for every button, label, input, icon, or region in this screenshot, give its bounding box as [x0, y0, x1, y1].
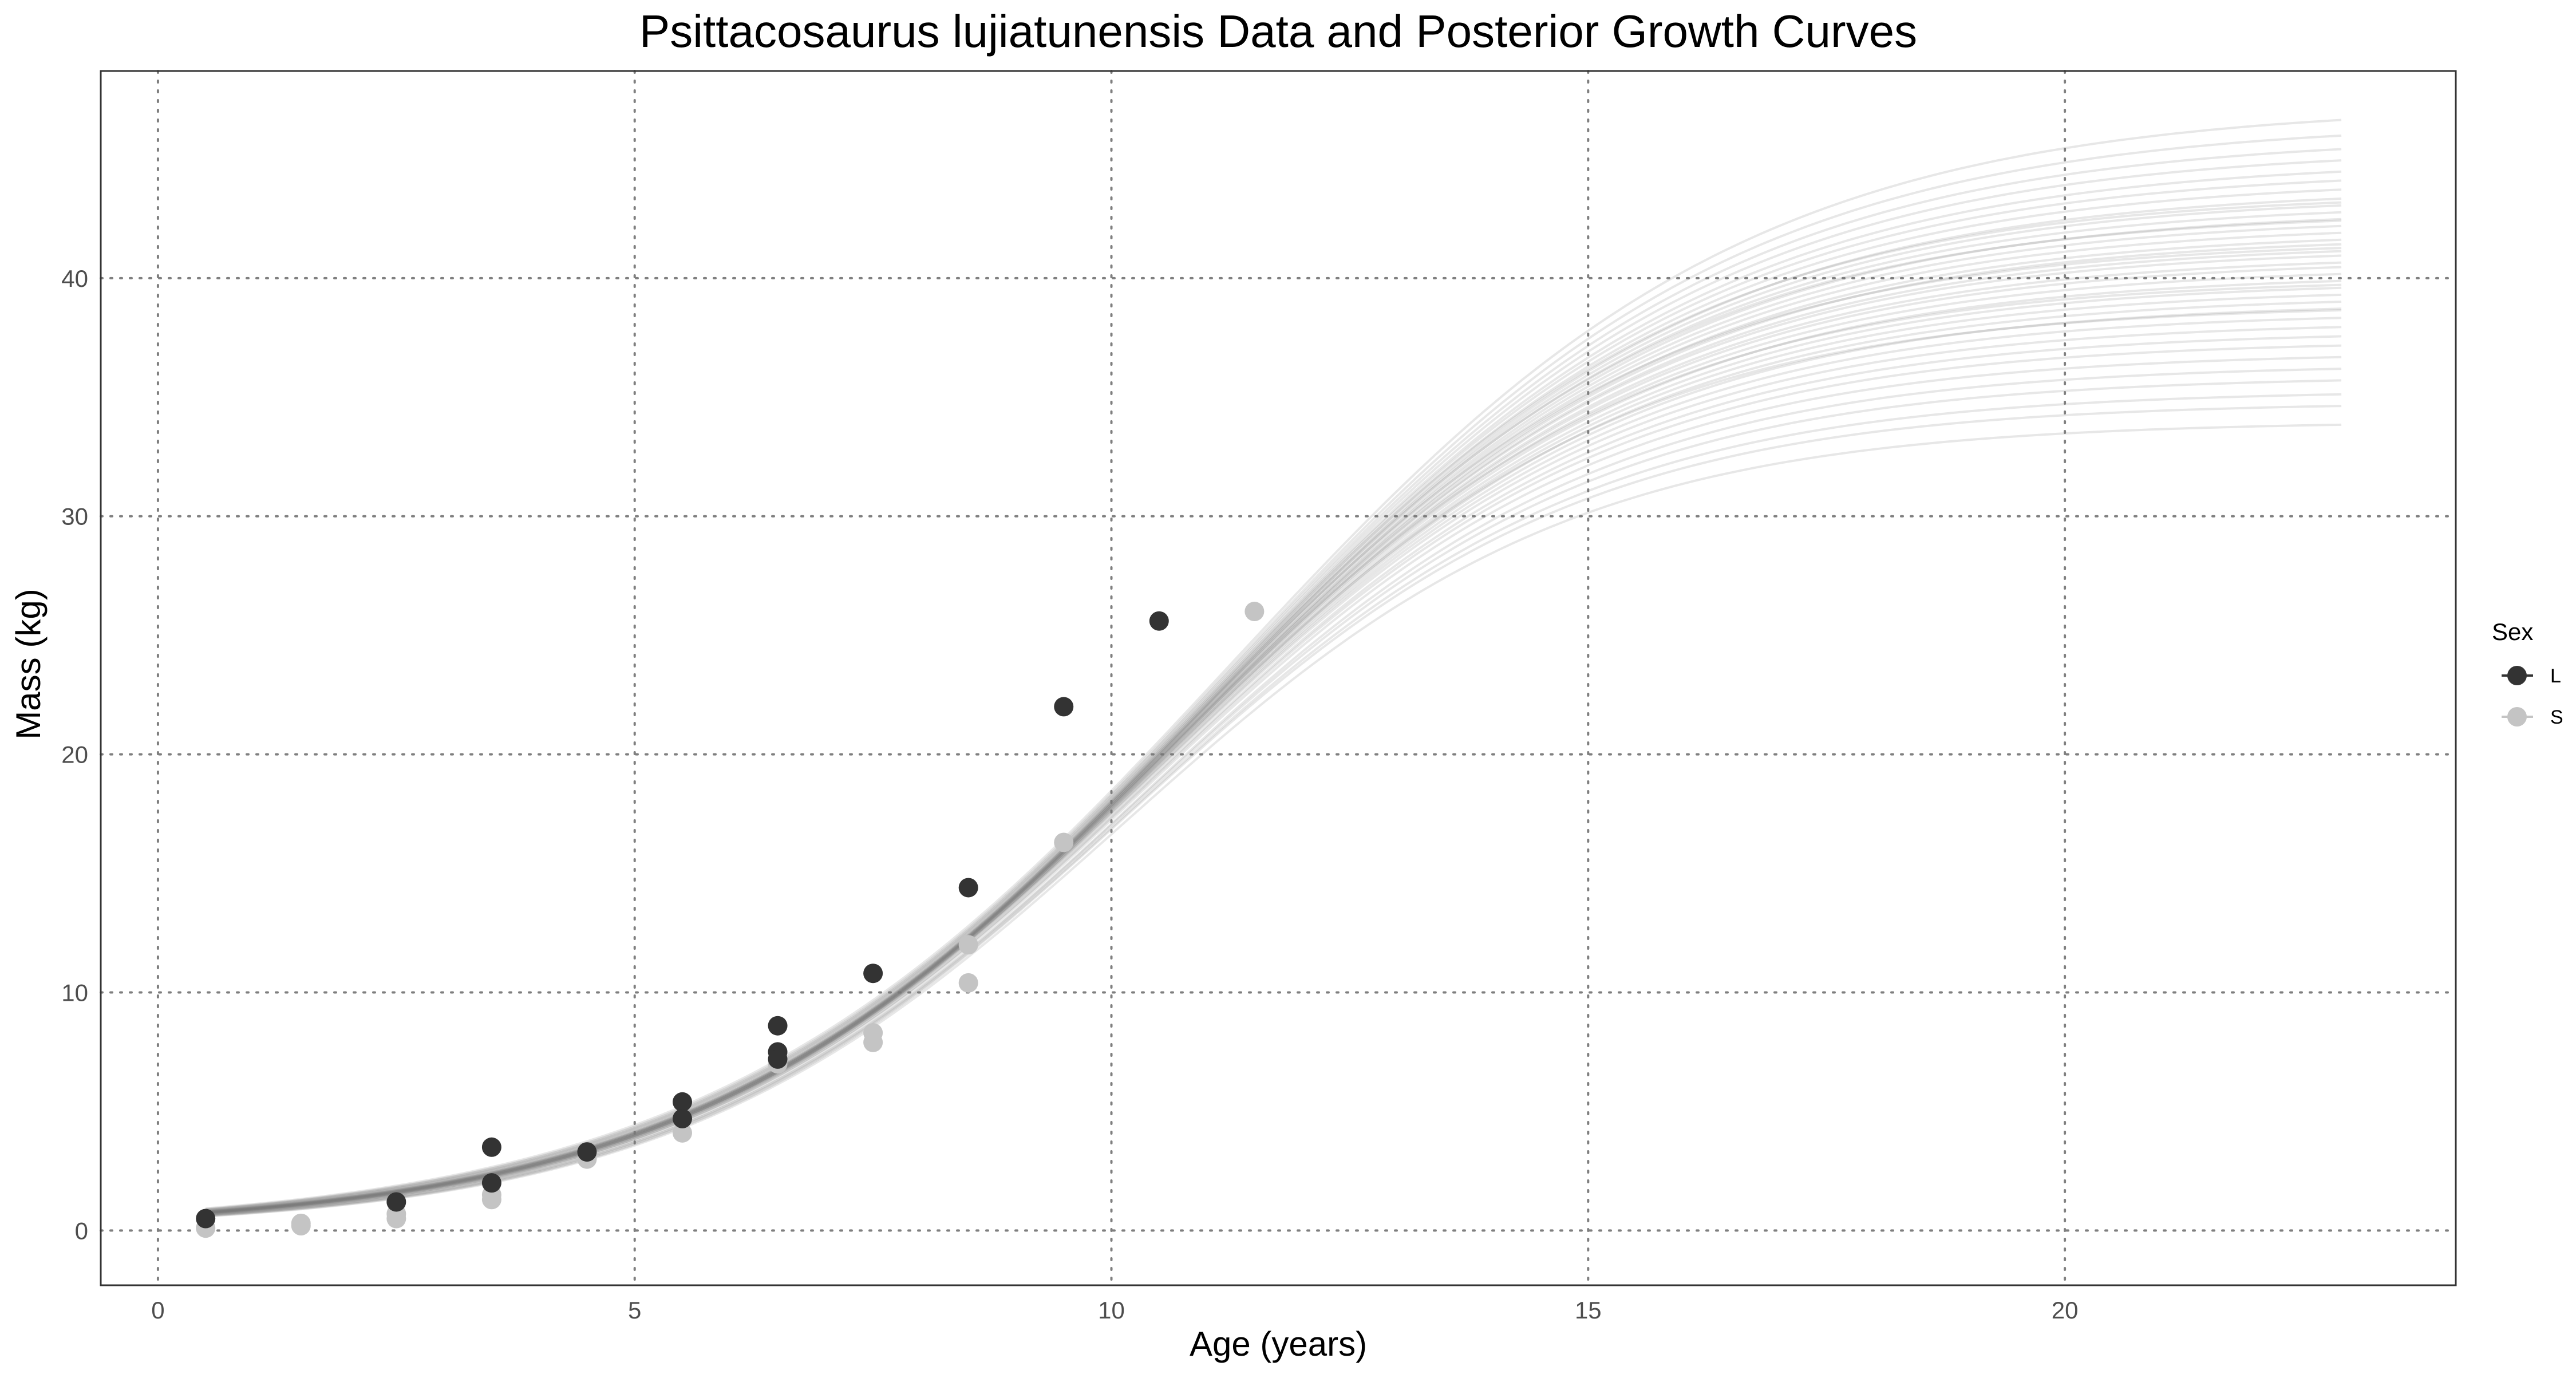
x-tick-label: 5	[628, 1297, 641, 1324]
plot-panel-border	[100, 70, 2457, 1286]
posterior-curve	[206, 344, 2342, 1216]
y-axis-title: Mass (kg)	[9, 589, 48, 739]
posterior-curve	[206, 219, 2342, 1214]
posterior-curve	[206, 238, 2342, 1213]
legend-key-point	[2507, 666, 2527, 685]
posterior-curve	[206, 134, 2342, 1210]
posterior-curve	[206, 201, 2342, 1214]
posterior-curve	[206, 159, 2342, 1211]
legend-title: Sex	[2492, 618, 2533, 645]
x-tick-label: 10	[1098, 1297, 1125, 1324]
data-point-s	[291, 1213, 311, 1233]
posterior-curve	[206, 309, 2342, 1216]
data-point-l	[768, 1016, 788, 1036]
posterior-curve	[206, 224, 2342, 1213]
posterior-curve	[206, 379, 2342, 1217]
legend-key-point	[2507, 707, 2527, 727]
data-point-l	[1054, 697, 1074, 717]
posterior-curve	[206, 393, 2342, 1217]
posterior-curves	[206, 119, 2342, 1218]
y-tick-label: 0	[75, 1217, 88, 1244]
posterior-curve	[206, 423, 2342, 1218]
data-point-s	[673, 1123, 693, 1143]
posterior-curve	[206, 119, 2342, 1210]
data-point-l	[673, 1108, 693, 1128]
posterior-curve	[206, 307, 2342, 1215]
posterior-curve	[206, 188, 2342, 1212]
y-tick-label: 20	[61, 741, 88, 768]
posterior-curve	[206, 266, 2342, 1214]
y-tick-label: 40	[61, 265, 88, 292]
data-point-l	[1149, 611, 1169, 631]
y-tick-label: 30	[61, 503, 88, 530]
posterior-curve	[206, 231, 2342, 1213]
data-point-s	[1054, 832, 1074, 852]
posterior-curve	[206, 211, 2342, 1213]
data-point-s	[958, 973, 978, 993]
posterior-curve	[206, 179, 2342, 1212]
posterior-curve	[206, 204, 2342, 1213]
posterior-curve	[206, 317, 2342, 1215]
data-point-s	[958, 935, 978, 955]
posterior-curve	[206, 293, 2342, 1214]
data-point-l	[768, 1049, 788, 1069]
data-point-l	[481, 1173, 501, 1193]
posterior-curve	[206, 283, 2342, 1215]
data-point-l	[196, 1209, 216, 1229]
data-point-l	[386, 1192, 406, 1212]
y-axis-ticks: 0 10 20 30 40	[61, 265, 88, 1245]
data-points	[196, 602, 1265, 1238]
posterior-curve	[206, 335, 2342, 1215]
data-point-l	[577, 1142, 597, 1162]
x-axis-title: Age (years)	[1190, 1325, 1367, 1363]
posterior-curve	[206, 170, 2342, 1211]
data-point-s	[1244, 602, 1265, 622]
posterior-curve	[206, 273, 2342, 1214]
posterior-curve	[206, 405, 2342, 1218]
data-point-s	[863, 1032, 883, 1052]
grid-lines	[100, 70, 2457, 1286]
posterior-curve	[206, 243, 2342, 1214]
posterior-curve	[206, 286, 2342, 1214]
posterior-curve	[206, 368, 2342, 1217]
posterior-curve	[206, 356, 2342, 1216]
x-axis-ticks: 0 5 10 15 20	[151, 1297, 2078, 1324]
posterior-curve	[206, 197, 2342, 1213]
data-point-l	[481, 1137, 501, 1157]
posterior-curve	[206, 301, 2342, 1214]
legend-label-s: S	[2550, 706, 2563, 728]
x-tick-label: 0	[151, 1297, 164, 1324]
x-tick-label: 20	[2052, 1297, 2079, 1324]
posterior-curve	[206, 247, 2342, 1215]
legend: Sex LS	[2492, 618, 2563, 728]
data-point-l	[958, 878, 978, 898]
posterior-curve	[206, 279, 2342, 1214]
y-tick-label: 10	[61, 979, 88, 1006]
posterior-curve	[206, 148, 2342, 1211]
x-tick-label: 15	[1575, 1297, 1602, 1324]
legend-label-l: L	[2550, 665, 2561, 687]
posterior-curve	[206, 261, 2342, 1214]
data-point-l	[673, 1092, 693, 1112]
data-point-l	[863, 964, 883, 984]
posterior-curve	[206, 250, 2342, 1214]
posterior-curve	[206, 326, 2342, 1215]
chart-title: Psittacosaurus lujiatunensis Data and Po…	[639, 6, 1917, 57]
posterior-curve	[206, 218, 2342, 1213]
posterior-curve	[206, 254, 2342, 1214]
